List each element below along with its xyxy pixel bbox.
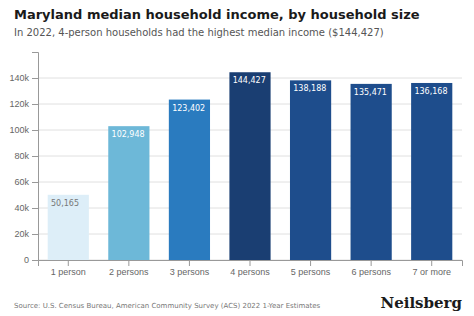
y-axis-line xyxy=(32,53,39,261)
x-tick: 5 persons xyxy=(291,260,331,277)
x-tick-label: 3 persons xyxy=(170,267,210,277)
y-tick: 20k xyxy=(14,229,38,239)
y-tick-label: 100k xyxy=(9,125,29,135)
bar xyxy=(48,195,89,260)
bars xyxy=(48,72,453,260)
title: Maryland median household income, by hou… xyxy=(14,7,420,22)
y-tick-label: 40k xyxy=(14,203,29,213)
x-tick-mark xyxy=(128,260,129,266)
bar xyxy=(229,72,270,260)
x-tick-mark xyxy=(189,260,190,266)
y-tick-label: 140k xyxy=(9,73,29,83)
y-tick-mark xyxy=(32,182,38,183)
x-axis-line xyxy=(39,261,463,267)
subtitle: In 2022, 4-person households had the hig… xyxy=(14,27,384,38)
bar xyxy=(108,126,149,260)
y-axis: 0 20k 40k 60k 80k 100k 120k 140k xyxy=(9,53,38,266)
y-tick-mark xyxy=(32,260,38,261)
bar xyxy=(169,100,210,260)
y-tick-label: 120k xyxy=(9,99,29,109)
chart: Maryland median household income, by hou… xyxy=(0,0,474,316)
x-tick-label: 1 person xyxy=(51,267,86,277)
y-tick-label: 80k xyxy=(14,151,29,161)
y-tick-mark xyxy=(32,130,38,131)
y-tick-mark xyxy=(32,234,38,235)
y-tick: 140k xyxy=(9,73,38,83)
x-tick-label: 4 persons xyxy=(230,267,270,277)
bar xyxy=(351,84,392,260)
y-tick: 40k xyxy=(14,203,38,213)
y-tick-mark xyxy=(32,78,38,79)
data-label: 123,402 xyxy=(172,104,205,113)
y-tick-mark xyxy=(32,208,38,209)
data-label: 50,165 xyxy=(51,199,79,208)
y-tick: 0 xyxy=(24,255,38,265)
data-label: 102,948 xyxy=(112,130,145,139)
x-tick: 4 persons xyxy=(230,260,270,277)
data-labels: 50,165 102,948 123,402 144,427 138,188 135,47… xyxy=(51,76,448,208)
y-tick-mark xyxy=(32,156,38,157)
bar xyxy=(411,83,452,260)
y-tick-mark xyxy=(32,104,38,105)
x-tick: 1 person xyxy=(51,260,86,277)
data-label: 136,168 xyxy=(414,87,447,96)
data-label: 135,471 xyxy=(354,88,387,97)
x-tick-label: 2 persons xyxy=(109,267,149,277)
x-tick-mark xyxy=(68,260,69,266)
x-axis: 1 person 2 persons 3 persons 4 persons 5 per… xyxy=(39,260,463,277)
bar xyxy=(290,80,331,260)
x-tick: 6 persons xyxy=(351,260,391,277)
y-tick: 80k xyxy=(14,151,38,161)
y-tick-label: 0 xyxy=(24,255,29,265)
plot: 0 20k 40k 60k 80k 100k 120k 140k 1 person 2 perso… xyxy=(9,53,462,278)
x-tick-mark xyxy=(371,260,372,266)
data-label: 144,427 xyxy=(233,76,266,85)
source: Source: U.S. Census Bureau, American Com… xyxy=(14,302,321,310)
x-tick-label: 6 persons xyxy=(351,267,391,277)
y-tick-label: 60k xyxy=(14,177,29,187)
x-tick-mark xyxy=(431,260,432,266)
data-label: 138,188 xyxy=(293,84,326,93)
y-tick: 120k xyxy=(9,99,38,109)
x-tick-label: 5 persons xyxy=(291,267,331,277)
x-tick: 2 persons xyxy=(109,260,149,277)
y-tick: 60k xyxy=(14,177,38,187)
x-tick: 3 persons xyxy=(170,260,210,277)
x-tick-mark xyxy=(250,260,251,266)
x-tick-mark xyxy=(310,260,311,266)
x-tick: 7 or more xyxy=(412,260,451,277)
brand: Neilsberg xyxy=(380,294,462,312)
y-tick: 100k xyxy=(9,125,38,135)
x-tick-label: 7 or more xyxy=(412,267,451,277)
y-tick-label: 20k xyxy=(14,229,29,239)
